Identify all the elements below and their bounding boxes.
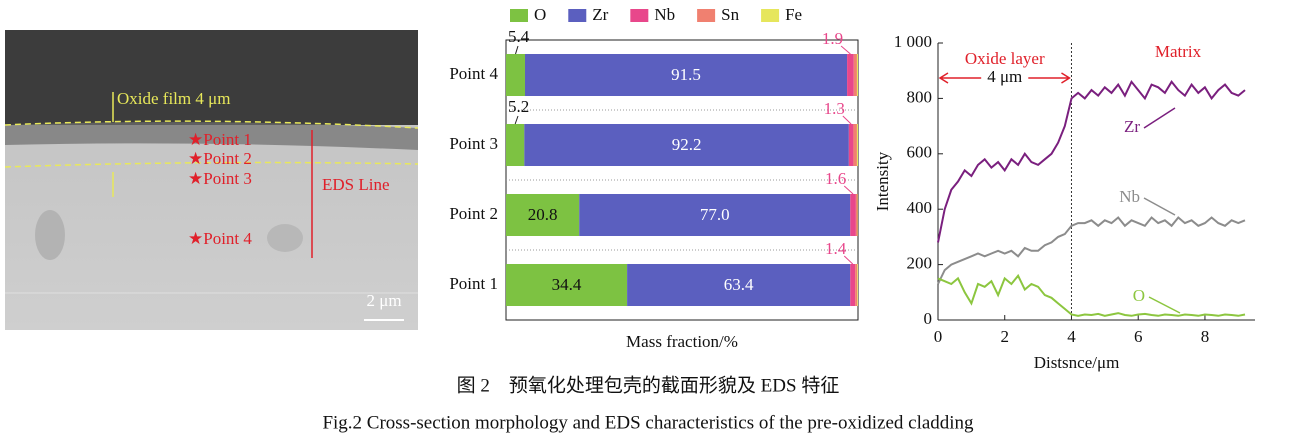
legend-label: Sn xyxy=(721,5,739,24)
data-label: 77.0 xyxy=(700,205,730,224)
bar-segment xyxy=(853,54,857,96)
series-label: Zr xyxy=(1124,117,1140,136)
label-leader xyxy=(843,185,854,195)
bar-segment xyxy=(506,194,580,236)
y-tick-label: 1 000 xyxy=(894,32,932,51)
data-label: 34.4 xyxy=(552,275,582,294)
line-series xyxy=(937,216,1246,285)
bar-segment xyxy=(856,54,858,96)
data-label: 1.4 xyxy=(825,239,847,258)
legend-swatch xyxy=(510,9,528,22)
x-tick-label: 6 xyxy=(1134,327,1143,346)
bar-segment xyxy=(853,124,857,166)
bar-segment xyxy=(857,264,858,306)
legend-label: Nb xyxy=(654,5,675,24)
data-label: 1.3 xyxy=(824,99,845,118)
legend-swatch xyxy=(697,9,716,22)
span-arrow xyxy=(938,72,1071,84)
x-tick-label: 8 xyxy=(1201,327,1210,346)
point-name: Point 3 xyxy=(203,169,252,188)
point-name: Point 4 xyxy=(203,229,252,248)
caption-en: Fig.2 Cross-section morphology and EDS c… xyxy=(322,412,974,433)
data-label: 1.9 xyxy=(822,29,843,48)
data-label: 63.4 xyxy=(724,275,754,294)
data-label: 5.4 xyxy=(508,27,530,46)
data-label: 1.6 xyxy=(825,169,846,188)
legend-label: Zr xyxy=(592,5,608,24)
caption-cn: 图 2 预氧化处理包壳的截面形貌及 EDS 特征 xyxy=(457,374,840,396)
line-series xyxy=(937,79,1246,243)
x-tick-label: 4 xyxy=(1067,327,1076,346)
point-label: ★Point 3 xyxy=(188,169,252,188)
legend-label: O xyxy=(534,5,546,24)
oxide-band xyxy=(5,122,418,150)
y-tick-label: 800 xyxy=(907,87,933,106)
bar-segment xyxy=(855,194,858,236)
legend-swatch xyxy=(630,9,649,22)
oxide-boundary-top xyxy=(4,120,419,129)
series-label: O xyxy=(1133,286,1145,305)
feature xyxy=(35,210,65,260)
data-label: 92.2 xyxy=(672,135,702,154)
y-tick-label: Point 4 xyxy=(449,64,498,83)
bar-segment xyxy=(579,194,851,236)
data-label: 91.5 xyxy=(671,65,701,84)
eds-line-label: EDS Line xyxy=(322,175,390,194)
annotation: 4 μm xyxy=(987,67,1022,86)
series-pointer xyxy=(1143,197,1176,216)
sem-image: Oxide film 4 μm EDS Line ★Point 1 ★Point… xyxy=(4,30,419,330)
y-tick-label: Point 2 xyxy=(449,204,498,223)
y-tick-label: 400 xyxy=(907,198,933,217)
sem-dark-region xyxy=(5,30,418,125)
point-label: ★Point 4 xyxy=(188,229,252,248)
x-tick-label: 2 xyxy=(1000,327,1009,346)
oxide-boundary-bottom xyxy=(4,161,419,168)
label-leader xyxy=(843,255,854,265)
bar-segment xyxy=(506,124,525,166)
point-label: ★Point 1 xyxy=(188,130,252,149)
series-label: Nb xyxy=(1119,187,1140,206)
bar-segment xyxy=(847,54,854,96)
x-axis-label: Distsnce/μm xyxy=(1034,353,1120,372)
label-leader xyxy=(514,115,519,125)
y-tick-label: 600 xyxy=(907,143,933,162)
line-series xyxy=(937,273,1246,317)
legend-label: Fe xyxy=(785,5,802,24)
x-tick-label: 0 xyxy=(934,327,943,346)
bar-segment xyxy=(506,54,526,96)
bar-segment xyxy=(850,264,856,306)
scale-label: 2 μm xyxy=(366,291,401,310)
annotation: Matrix xyxy=(1155,42,1202,61)
legend-swatch xyxy=(568,9,587,22)
point-name: Point 2 xyxy=(203,149,252,168)
y-tick-label: 0 xyxy=(924,309,933,328)
bar-segment xyxy=(855,264,858,306)
legend-swatch xyxy=(761,9,780,22)
bar-segment xyxy=(627,264,851,306)
oxide-label: Oxide film 4 μm xyxy=(117,89,230,108)
bar-segment xyxy=(856,124,858,166)
feature xyxy=(267,224,303,252)
annotation: Oxide layer xyxy=(965,49,1045,68)
bar-segment xyxy=(525,54,848,96)
bar-segment xyxy=(850,194,856,236)
label-leader xyxy=(842,115,852,125)
label-leader xyxy=(515,45,519,55)
bar-segment xyxy=(506,264,628,306)
x-axis-label: Mass fraction/% xyxy=(626,332,738,351)
series-pointer xyxy=(1143,107,1176,129)
data-label: 20.8 xyxy=(528,205,558,224)
bar-segment xyxy=(524,124,849,166)
point-label: ★Point 2 xyxy=(188,149,252,168)
point-name: Point 1 xyxy=(203,130,252,149)
series-pointer xyxy=(1148,296,1181,314)
data-label: 5.2 xyxy=(508,97,529,116)
label-leader xyxy=(840,45,851,55)
y-axis-label: Intensity xyxy=(873,151,892,211)
y-tick-label: Point 1 xyxy=(449,274,498,293)
bar-segment xyxy=(848,124,854,166)
y-tick-label: Point 3 xyxy=(449,134,498,153)
y-tick-label: 200 xyxy=(907,254,933,273)
